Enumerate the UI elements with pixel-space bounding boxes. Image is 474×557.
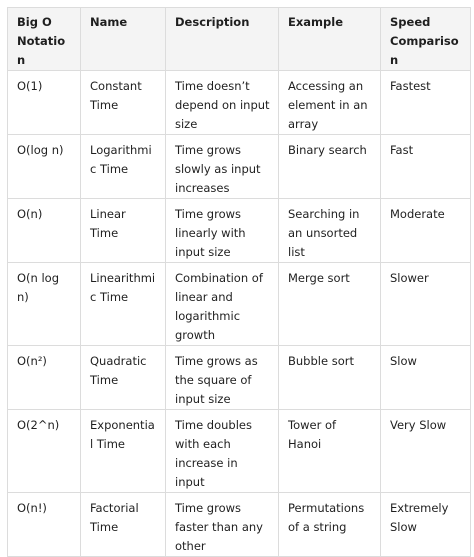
- table-cell: Searching in an unsorted list: [278, 198, 381, 263]
- header-cell: Example: [278, 7, 381, 71]
- table-cell: Tower of Hanoi: [278, 409, 381, 493]
- table-cell: Logarithmic Time: [80, 134, 166, 199]
- table-cell: Linear Time: [80, 198, 166, 263]
- table-cell: Time grows as the square of input size: [165, 345, 279, 410]
- table-cell: Linearithmic Time: [80, 262, 166, 346]
- header-row: Big O Notation Name Description Example Spee…: [7, 7, 471, 71]
- table-cell: Time doesn’t depend on input size: [165, 70, 279, 135]
- table-cell: Slower: [380, 262, 471, 346]
- page: Big O Notation Name Description Example Spee…: [7, 7, 471, 557]
- table-cell: Merge sort: [278, 262, 381, 346]
- table-cell: Binary search: [278, 134, 381, 199]
- table-cell: Exponential Time: [80, 409, 166, 493]
- table-cell: O(1): [7, 70, 81, 135]
- table-cell: Moderate: [380, 198, 471, 263]
- table-cell: Accessing an element in an array: [278, 70, 381, 135]
- header-cell: Name: [80, 7, 166, 71]
- table-cell: O(2^n): [7, 409, 81, 493]
- table-cell: O(n): [7, 198, 81, 263]
- table-row: O(n) Linear Time Time grows linearly with …: [7, 198, 471, 263]
- table-cell: Time doubles with each increase in input: [165, 409, 279, 493]
- table-cell: O(n!): [7, 492, 81, 557]
- table-cell: Factorial Time: [80, 492, 166, 557]
- table-cell: O(n²): [7, 345, 81, 410]
- table-cell: Quadratic Time: [80, 345, 166, 410]
- table-row: O(log n) Logarithmic Time Time grows slowl…: [7, 134, 471, 199]
- table-cell: Fast: [380, 134, 471, 199]
- table-cell: Time grows faster than any other: [165, 492, 279, 557]
- table-cell: O(n log n): [7, 262, 81, 346]
- table-cell: Time grows linearly with input size: [165, 198, 279, 263]
- table-row: O(n²) Quadratic Time Time grows as the squ…: [7, 345, 471, 410]
- table-cell: Extremely Slow: [380, 492, 471, 557]
- table-cell: Slow: [380, 345, 471, 410]
- table-body: O(1) Constant Time Time doesn’t depend on …: [7, 70, 471, 557]
- table-cell: Fastest: [380, 70, 471, 135]
- header-cell: Speed Comparison: [380, 7, 471, 71]
- table-cell: Very Slow: [380, 409, 471, 493]
- header-cell: Description: [165, 7, 279, 71]
- table-cell: Constant Time: [80, 70, 166, 135]
- table-cell: Time grows slowly as input increases: [165, 134, 279, 199]
- table-cell: Bubble sort: [278, 345, 381, 410]
- table-cell: Permutations of a string: [278, 492, 381, 557]
- table-cell: Combination of linear and logarithmic gr…: [165, 262, 279, 346]
- table-row: O(1) Constant Time Time doesn’t depend on …: [7, 70, 471, 135]
- table-row: O(n!) Factorial Time Time grows faster tha…: [7, 492, 471, 557]
- table-row: O(2^n) Exponential Time Time doubles with …: [7, 409, 471, 493]
- table-cell: O(log n): [7, 134, 81, 199]
- big-o-table: Big O Notation Name Description Example Spee…: [7, 7, 471, 557]
- header-cell: Big O Notation: [7, 7, 81, 71]
- table-row: O(n log n) Linearithmic Time Combination o…: [7, 262, 471, 346]
